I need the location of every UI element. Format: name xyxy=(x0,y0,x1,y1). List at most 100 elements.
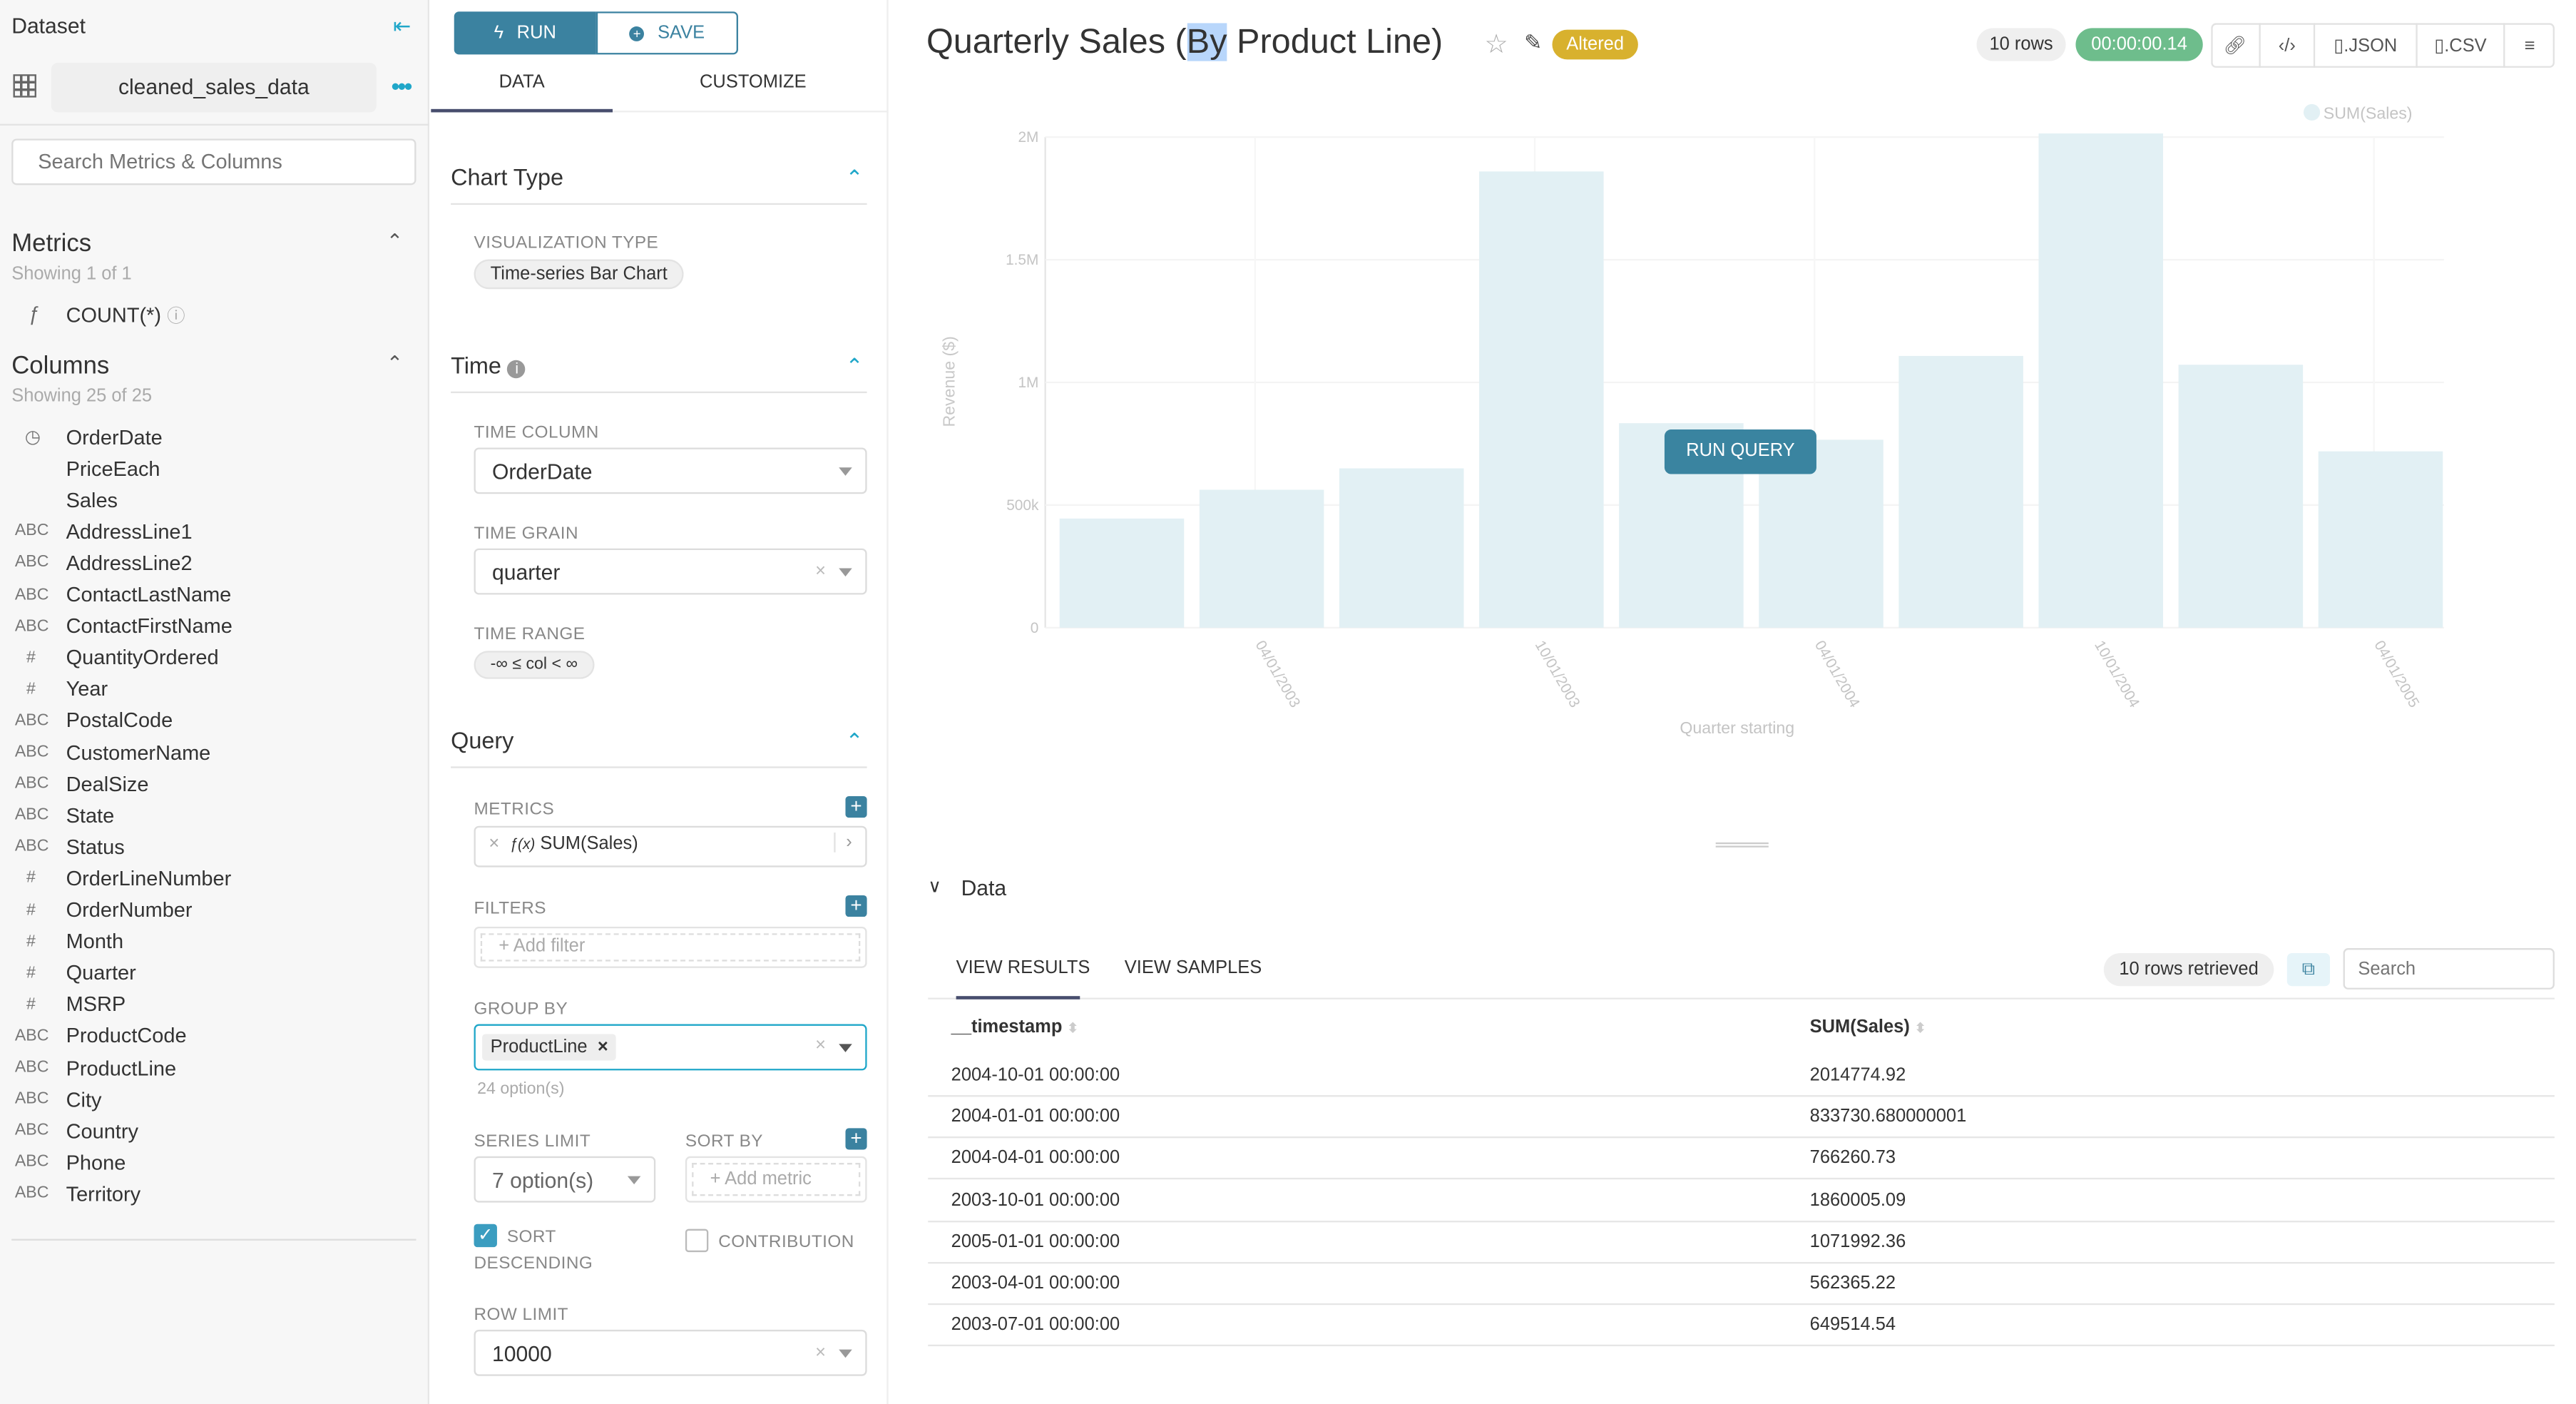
metric-chip[interactable]: × ƒ(x) SUM(Sales) › xyxy=(474,825,867,868)
collapse-sidebar-icon[interactable]: ⇤ xyxy=(393,13,412,39)
clear-icon[interactable]: × xyxy=(814,561,826,582)
edit-icon[interactable]: ✎ xyxy=(1524,29,1543,55)
column-name: Status xyxy=(66,835,125,859)
column-item[interactable]: ABC Country xyxy=(0,1115,138,1146)
column-name: Sales xyxy=(66,488,118,512)
group-by-select[interactable]: ProductLine × × xyxy=(474,1024,867,1071)
column-item[interactable]: PriceEach xyxy=(0,453,160,484)
column-item[interactable]: # Year xyxy=(0,673,108,705)
column-header-timestamp[interactable]: __timestamp ⬍ xyxy=(951,1017,1079,1038)
chevron-right-icon[interactable]: › xyxy=(834,832,852,853)
chart-type-collapse-icon[interactable]: ⌃ xyxy=(845,165,864,190)
search-metrics-columns-input[interactable] xyxy=(11,138,416,185)
column-item[interactable]: ABC DealSize xyxy=(0,768,149,800)
row-limit-select[interactable]: 10000 × xyxy=(474,1329,867,1376)
column-item[interactable]: ABC AddressLine1 xyxy=(0,516,193,547)
series-limit-select[interactable]: 7 option(s) xyxy=(474,1156,656,1203)
clear-icon[interactable]: × xyxy=(814,1035,826,1056)
cell-sum-sales: 649514.54 xyxy=(1809,1315,1896,1336)
tab-view-samples[interactable]: VIEW SAMPLES xyxy=(1124,957,1262,978)
clear-icon[interactable]: × xyxy=(814,1343,826,1363)
add-sort-icon[interactable]: + xyxy=(845,1128,867,1150)
rows-retrieved-badge: 10 rows retrieved xyxy=(2103,952,2274,987)
column-item[interactable]: # OrderNumber xyxy=(0,895,193,926)
time-grain-select[interactable]: quarter × xyxy=(474,548,867,595)
cell-sum-sales: 833730.680000001 xyxy=(1809,1107,1967,1127)
divider xyxy=(11,1238,416,1241)
column-item[interactable]: ABC PostalCode xyxy=(0,705,173,736)
column-item[interactable]: ABC ProductLine xyxy=(0,1052,176,1084)
sort-by-box: + Add metric xyxy=(685,1156,867,1203)
remove-icon[interactable]: × xyxy=(489,834,500,855)
resize-handle[interactable] xyxy=(1715,842,1769,848)
time-range-selector[interactable]: -∞ ≤ col < ∞ xyxy=(474,651,595,679)
add-metric-icon[interactable]: + xyxy=(845,796,867,818)
star-icon[interactable]: ☆ xyxy=(1484,31,1508,60)
share-link-button[interactable]: 🔗︎ xyxy=(2211,23,2259,68)
column-header-sum-sales[interactable]: SUM(Sales) ⬍ xyxy=(1809,1017,1926,1038)
column-item[interactable]: Sales xyxy=(0,484,118,516)
column-item[interactable]: ABC State xyxy=(0,800,114,831)
column-name: CustomerName xyxy=(66,741,211,764)
query-collapse-icon[interactable]: ⌃ xyxy=(845,728,864,753)
column-item[interactable]: ABC Phone xyxy=(0,1147,126,1179)
string-type-icon: ABC xyxy=(14,522,49,541)
run-button[interactable]: ϟ RUN xyxy=(454,11,596,55)
dataset-name[interactable]: cleaned_sales_data xyxy=(51,62,377,113)
y-axis-label: Revenue ($) xyxy=(939,336,958,427)
column-item[interactable]: # QuantityOrdered xyxy=(0,642,219,673)
string-type-icon: ABC xyxy=(14,711,49,731)
sort-icon[interactable]: ⬍ xyxy=(1914,1020,1926,1036)
add-filter-button[interactable]: + Add filter xyxy=(480,933,861,962)
column-item[interactable]: ABC ContactFirstName xyxy=(0,611,232,642)
time-column-select[interactable]: OrderDate xyxy=(474,447,867,494)
save-button[interactable]: + SAVE xyxy=(596,11,738,55)
column-item[interactable]: ABC AddressLine2 xyxy=(0,547,193,579)
column-item[interactable]: ABC CustomerName xyxy=(0,737,210,768)
more-menu-button[interactable]: ≡ xyxy=(2503,23,2555,68)
tab-data[interactable]: DATA xyxy=(499,72,545,93)
column-item[interactable]: ◷ OrderDate xyxy=(0,421,163,452)
row-count-badge: 10 rows xyxy=(1976,28,2066,61)
numeric-type-icon: # xyxy=(26,964,36,982)
column-item[interactable]: # OrderLineNumber xyxy=(0,863,231,895)
add-sort-metric-button[interactable]: + Add metric xyxy=(692,1163,861,1196)
time-collapse-icon[interactable]: ⌃ xyxy=(845,353,864,379)
embed-code-button[interactable]: ‹/› xyxy=(2259,23,2313,68)
column-name: ProductLine xyxy=(66,1056,177,1080)
altered-badge[interactable]: Altered xyxy=(1552,29,1638,60)
sort-descending-checkbox[interactable]: ✓ xyxy=(474,1224,497,1248)
export-json-button[interactable]: ▯ .JSON xyxy=(2313,23,2416,68)
run-query-overlay-button[interactable]: RUN QUERY xyxy=(1664,429,1816,474)
chart-title[interactable]: Quarterly Sales (By Product Line) xyxy=(926,23,1443,61)
y-tick-label: 1M xyxy=(1018,375,1038,391)
metric-item[interactable]: COUNT(*) ⓘ xyxy=(66,302,185,329)
column-item[interactable]: ABC Territory xyxy=(0,1179,140,1210)
results-search-input[interactable] xyxy=(2343,948,2555,990)
contribution-checkbox[interactable] xyxy=(685,1228,709,1253)
column-item[interactable]: # Month xyxy=(0,926,123,957)
copy-icon[interactable]: ⧉ xyxy=(2286,952,2331,987)
column-item[interactable]: ABC ProductCode xyxy=(0,1021,187,1052)
tab-view-results[interactable]: VIEW RESULTS xyxy=(956,957,1090,978)
tab-customize[interactable]: CUSTOMIZE xyxy=(700,72,807,93)
column-item[interactable]: # Quarter xyxy=(0,957,136,989)
sort-icon[interactable]: ⬍ xyxy=(1067,1020,1079,1036)
column-name: ContactFirstName xyxy=(66,614,232,638)
sort-by-label: SORT BY xyxy=(685,1131,764,1151)
column-item[interactable]: ABC ContactLastName xyxy=(0,579,231,611)
column-item[interactable]: ABC Status xyxy=(0,831,125,863)
columns-collapse-icon[interactable]: ⌃ xyxy=(386,352,404,375)
column-item[interactable]: ABC City xyxy=(0,1084,102,1115)
column-item[interactable]: # MSRP xyxy=(0,989,126,1020)
dataset-menu-icon[interactable]: ••• xyxy=(391,72,412,99)
column-name: Year xyxy=(66,678,108,701)
data-collapse-icon[interactable]: ∨ xyxy=(928,877,941,897)
remove-icon[interactable]: × xyxy=(597,1037,608,1057)
viz-type-selector[interactable]: Time-series Bar Chart xyxy=(474,259,684,290)
add-filter-icon[interactable]: + xyxy=(845,895,867,917)
help-icon[interactable]: ⓘ xyxy=(167,307,185,327)
export-csv-button[interactable]: ▯ .CSV xyxy=(2416,23,2503,68)
y-tick-label: 2M xyxy=(1018,129,1038,146)
metrics-collapse-icon[interactable]: ⌃ xyxy=(386,229,404,253)
